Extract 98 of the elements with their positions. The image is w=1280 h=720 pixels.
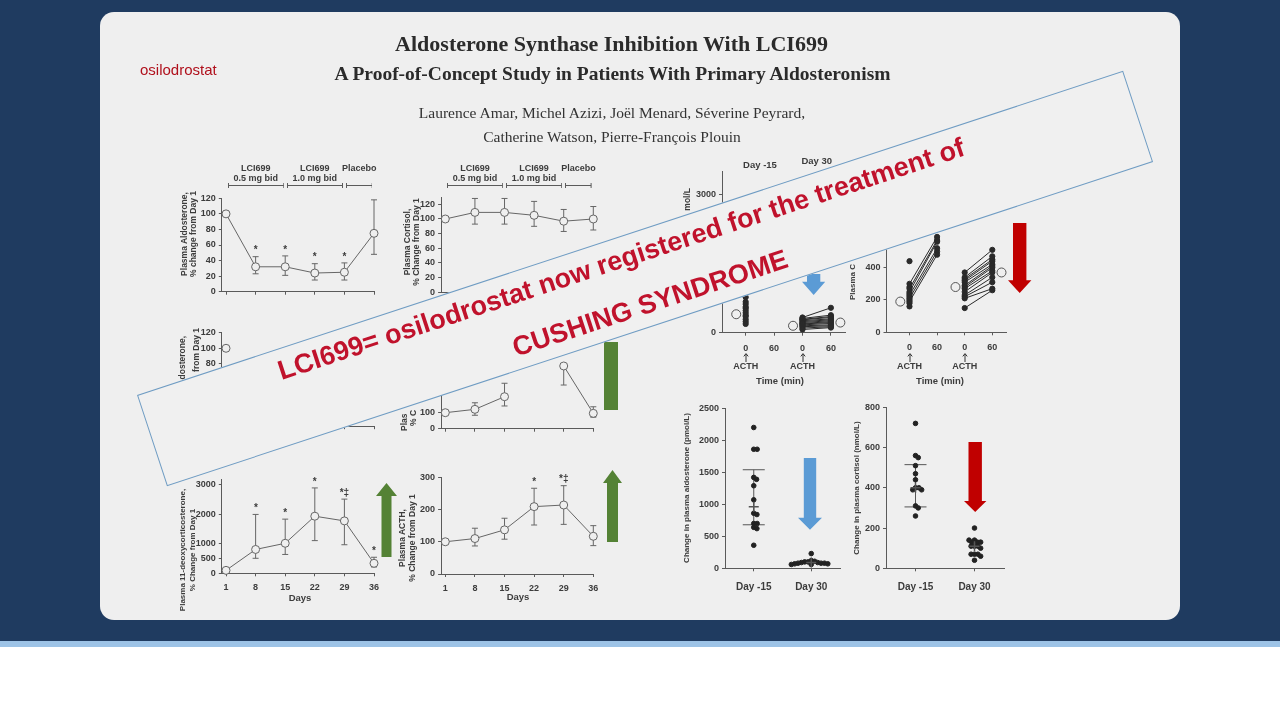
y-tick-label: 0 [210, 286, 216, 297]
x-tick-label: 8 [472, 582, 478, 593]
y-tick-label: 60 [425, 242, 436, 253]
x-tick-label: 0 [962, 342, 968, 353]
text: LCI699 1.0 mg bid [511, 163, 557, 184]
y-tick-label: 1000 [195, 538, 216, 549]
x-tick-label: 15 [280, 582, 291, 593]
text: ACTH [952, 361, 978, 372]
x-tick-label: Day 30 [958, 581, 992, 593]
text: ACTH [733, 361, 759, 372]
y-tick-label: 200 [420, 504, 436, 515]
x-tick-label: 22 [309, 582, 320, 593]
x-tick-label: 22 [529, 582, 540, 593]
x-axis-title: Time (min) [916, 375, 964, 387]
text: Laurence Amar, Michel Azizi, Joël Menard, Séverine Peyrard, Catherine Watson, Pierre-François Plouin [417, 103, 807, 147]
y-tick-label: 100 [420, 407, 436, 418]
x-tick-label: 1 [223, 582, 229, 593]
x-axis-title: Days [288, 591, 312, 603]
text: Placebo [561, 163, 597, 174]
y-tick-label: 1500 [698, 466, 719, 477]
y-tick-label: 0 [874, 562, 880, 573]
y-tick-label: 400 [865, 262, 881, 273]
y-tick-label: 80 [205, 223, 216, 234]
x-tick-label: 0 [906, 342, 913, 353]
text: LCI699 0.5 mg bid [452, 163, 498, 184]
y-axis-title: Plasma ACTH, % Change from Day 1 [397, 494, 418, 582]
y-tick-label: 500 [200, 553, 216, 564]
x-tick-label: 0 [743, 342, 749, 353]
y-tick-label: 40 [205, 255, 216, 266]
y-tick-label: 0 [430, 423, 436, 434]
y-tick-label: 800 [864, 401, 880, 412]
y-tick-label: 80 [205, 358, 216, 369]
y-tick-label: 0 [710, 327, 716, 338]
y-tick-label: 200 [864, 522, 880, 533]
annotation: * [342, 250, 347, 262]
y-tick-label: 40 [425, 257, 436, 268]
annotation: *‡ [339, 486, 350, 498]
text: LCI699 0.5 mg bid [233, 163, 278, 184]
y-tick-label: 500 [703, 530, 719, 541]
annotation: * [312, 475, 317, 487]
x-tick-label: 1 [442, 582, 448, 593]
annotation: * [283, 506, 288, 518]
y-axis-title: Plasma C [848, 263, 858, 300]
annotation: * [532, 476, 537, 488]
x-tick-label: 36 [588, 582, 599, 593]
x-tick-label: Day -15 [897, 581, 934, 593]
x-tick-label: 60 [769, 342, 780, 353]
y-tick-label: 0 [713, 562, 719, 573]
text: Placebo [341, 163, 377, 174]
x-tick-label: 0 [799, 342, 805, 353]
text: Aldosterone Synthase Inhibition With LCI699 [394, 31, 829, 56]
text: ACTH [790, 361, 815, 372]
x-tick-label: 36 [368, 582, 380, 593]
y-tick-label: 80 [425, 228, 436, 239]
x-tick-label: 15 [499, 582, 510, 593]
y-tick-label: 1000 [698, 498, 719, 509]
x-tick-label: 29 [339, 582, 350, 593]
x-tick-label: 29 [558, 582, 569, 593]
y-tick-label: 100 [420, 536, 436, 547]
y-tick-label: 0 [210, 567, 216, 578]
annotation: *‡ [558, 473, 569, 485]
y-tick-label: 100 [420, 213, 436, 224]
annotation: * [312, 251, 317, 263]
annotation: * [283, 243, 288, 255]
x-axis-title: Time (min) [756, 375, 804, 387]
y-axis-title: dosterone, from Day 1 [177, 327, 202, 380]
y-tick-label: 2500 [698, 402, 719, 413]
y-tick-label: 120 [200, 192, 216, 203]
annotation: * [254, 501, 259, 513]
text: ACTH [897, 361, 922, 372]
y-tick-label: 120 [200, 327, 216, 338]
x-tick-label: 60 [987, 342, 998, 353]
x-tick-label: 60 [825, 342, 836, 353]
y-axis-title: mol/L [682, 188, 693, 211]
y-tick-label: 600 [864, 442, 880, 453]
x-tick-label: 60 [932, 342, 943, 353]
x-axis-title: Days [506, 591, 530, 603]
y-tick-label: 0 [875, 326, 881, 337]
x-tick-label: 8 [253, 582, 259, 593]
y-tick-label: 20 [425, 272, 436, 283]
annotation: * [372, 545, 377, 557]
y-tick-label: 60 [205, 239, 216, 250]
y-axis-title: Plasma Aldosterone, % change from Day 1 [179, 190, 199, 277]
text: Day -15 [743, 158, 778, 170]
y-tick-label: 200 [865, 294, 881, 305]
x-tick-label: Day 30 [795, 581, 828, 593]
x-tick-label: Day -15 [735, 581, 772, 593]
annotation: * [253, 244, 258, 256]
y-tick-label: 3000 [695, 188, 716, 199]
y-tick-label: 0 [430, 568, 436, 579]
y-tick-label: 300 [420, 471, 436, 482]
text: LCI699 1.0 mg bid [292, 163, 338, 184]
y-axis-title: Plas % C [398, 409, 419, 431]
y-tick-label: 100 [200, 342, 216, 353]
y-tick-label: 100 [200, 208, 216, 219]
y-tick-label: 120 [420, 198, 436, 209]
y-tick-label: 2000 [698, 434, 719, 445]
y-tick-label: 20 [205, 270, 216, 281]
